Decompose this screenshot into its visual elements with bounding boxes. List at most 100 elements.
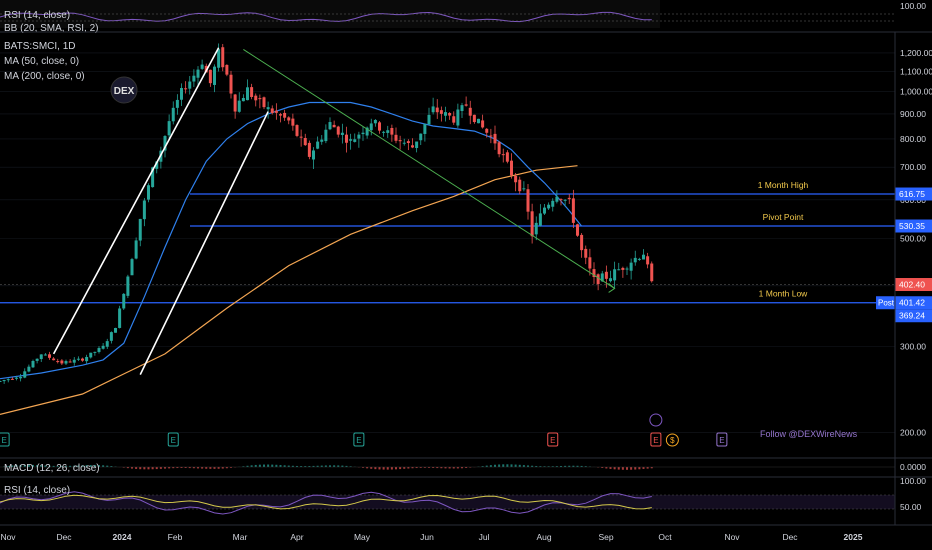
macd-bar bbox=[81, 465, 84, 467]
macd-bar bbox=[324, 465, 327, 467]
macd-bar bbox=[337, 465, 340, 467]
macd-bar bbox=[176, 467, 179, 469]
macd-bar bbox=[646, 467, 649, 469]
candle-body bbox=[283, 112, 287, 118]
label-1-month-low-box bbox=[895, 309, 932, 323]
candle-body bbox=[39, 354, 43, 360]
macd-bar bbox=[382, 467, 385, 470]
candle-body bbox=[435, 107, 439, 113]
macd-bar bbox=[580, 465, 583, 467]
macd-bar bbox=[456, 467, 459, 469]
candle-body bbox=[114, 328, 117, 333]
macd-bar bbox=[258, 464, 261, 467]
candle-body bbox=[464, 104, 468, 106]
macd-bar bbox=[539, 466, 542, 467]
candle-body bbox=[274, 110, 278, 113]
svg-text:DEX: DEX bbox=[114, 86, 135, 97]
event-markers[interactable]: E E E E E E $ bbox=[0, 413, 728, 447]
ma50-line bbox=[0, 101, 583, 380]
earnings-marker bbox=[353, 432, 365, 447]
channel-lower bbox=[139, 111, 269, 375]
candle-body bbox=[534, 222, 538, 235]
macd-bar bbox=[151, 467, 154, 470]
ma50-label[interactable]: MA (50, close, 0) bbox=[4, 56, 79, 67]
y-tick-label: 300.00 bbox=[900, 342, 926, 352]
credit-text: Follow @DEXWireNews bbox=[760, 429, 858, 439]
macd-bar bbox=[613, 467, 616, 470]
candle-body bbox=[576, 224, 579, 236]
macd-bar bbox=[279, 465, 282, 467]
candle-body bbox=[52, 358, 56, 361]
candle-body bbox=[588, 257, 592, 269]
macd-bar bbox=[403, 467, 406, 469]
macd-bar bbox=[89, 464, 92, 467]
macd-bar bbox=[551, 466, 554, 467]
macd-bar bbox=[180, 467, 183, 468]
label-current-box bbox=[895, 278, 932, 292]
macd-bar bbox=[626, 467, 628, 470]
candle-body bbox=[171, 107, 175, 122]
macd-bar bbox=[44, 465, 47, 467]
macd-bar bbox=[514, 464, 517, 467]
ma200-line bbox=[0, 165, 578, 415]
rsi-top-scale: 100.00 bbox=[900, 1, 926, 11]
dividend-marker bbox=[665, 433, 679, 447]
candle-body bbox=[213, 66, 216, 85]
macd-bar bbox=[543, 466, 546, 467]
candle-body bbox=[563, 199, 567, 201]
macd-bar bbox=[527, 465, 529, 467]
macd-bar bbox=[36, 465, 39, 467]
macd-bar bbox=[205, 467, 208, 469]
price-pane[interactable]: 1,200.00 1,100.00 1,000.00 900.00 800.00 700.… bbox=[0, 43, 932, 438]
candle-body bbox=[299, 136, 303, 138]
macd-bar bbox=[73, 465, 76, 467]
macd-bar bbox=[209, 467, 212, 469]
macd-bar bbox=[374, 467, 377, 470]
candle-body bbox=[489, 135, 493, 137]
rsi-top-label[interactable]: RSI (14, close) bbox=[4, 10, 70, 21]
macd-bar bbox=[77, 465, 80, 467]
macd-bar bbox=[267, 464, 270, 467]
macd-pane[interactable]: MACD (12, 26, close) 0.0000 bbox=[0, 462, 926, 474]
rsi-bottom-pane[interactable]: RSI (14, close) 100.00 50.00 bbox=[0, 476, 926, 515]
time-axis[interactable]: Nov Dec 2024 Feb Mar Apr May Jun Jul Aug Sep Oct Nov… bbox=[0, 532, 862, 542]
candle-body bbox=[402, 142, 406, 144]
macd-bar bbox=[341, 465, 344, 467]
macd-label[interactable]: MACD (12, 26, close) bbox=[4, 463, 100, 474]
candle-body bbox=[415, 141, 419, 149]
macd-bar bbox=[65, 465, 67, 467]
candle-body bbox=[225, 64, 229, 75]
candle-body bbox=[316, 141, 320, 149]
y-tick-label: 700.00 bbox=[900, 162, 926, 172]
macd-bar bbox=[11, 465, 14, 467]
macd-bar bbox=[621, 467, 624, 470]
candle-body bbox=[233, 94, 237, 112]
macd-bar bbox=[399, 467, 402, 470]
rsi-bottom-scale-50: 50.00 bbox=[900, 502, 922, 512]
macd-bar bbox=[522, 465, 525, 467]
candle-body bbox=[419, 133, 423, 141]
candle-body bbox=[596, 274, 600, 285]
x-tick-label: Oct bbox=[658, 532, 672, 542]
candle-body bbox=[31, 360, 35, 368]
y-tick-label: 900.00 bbox=[900, 109, 926, 119]
macd-bar bbox=[168, 467, 171, 469]
candle-body bbox=[250, 87, 254, 97]
candle-body bbox=[27, 366, 31, 372]
macd-bar bbox=[560, 465, 562, 467]
candle-body bbox=[208, 69, 212, 84]
rsi-bottom-label[interactable]: RSI (14, close) bbox=[4, 485, 70, 496]
candle-body bbox=[584, 248, 588, 258]
macd-bar bbox=[444, 467, 447, 469]
bb-top-label[interactable]: BB (20, SMA, RSI, 2) bbox=[4, 23, 98, 34]
ma200-label[interactable]: MA (200, close, 0) bbox=[4, 71, 85, 82]
y-tick-label: 1,200.00 bbox=[900, 48, 932, 58]
candle-body bbox=[514, 175, 518, 183]
candle-body bbox=[19, 376, 23, 379]
macd-bar bbox=[271, 464, 274, 467]
macd-bar bbox=[102, 465, 105, 467]
symbol-label[interactable]: BATS:SMCI, 1D bbox=[4, 41, 76, 52]
candle-body bbox=[188, 81, 192, 89]
channel-upper bbox=[52, 47, 220, 355]
macd-bar bbox=[230, 467, 232, 468]
